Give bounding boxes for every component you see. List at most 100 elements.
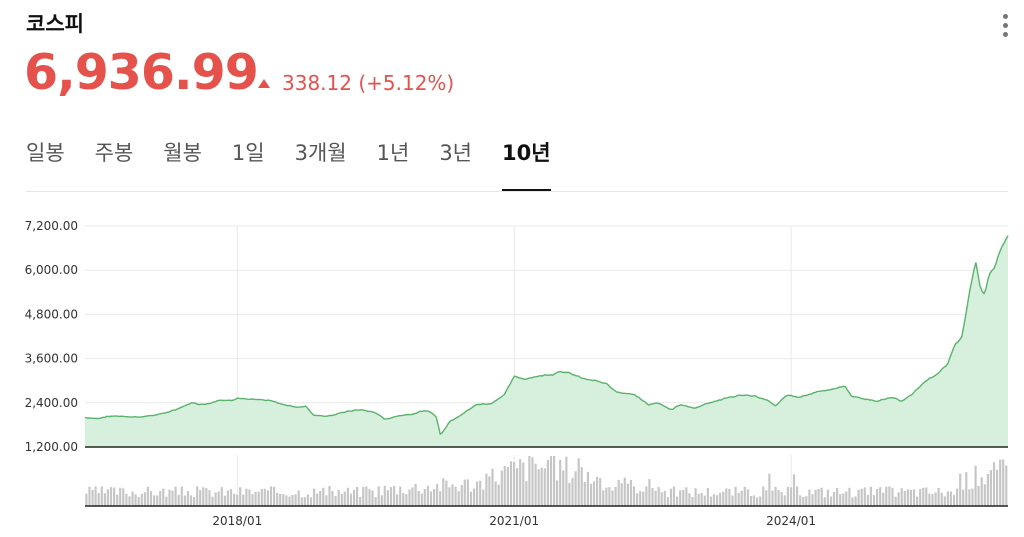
- volume-bar: [897, 492, 900, 506]
- volume-bar: [439, 491, 442, 506]
- volume-bar: [374, 497, 377, 506]
- volume-bar: [279, 493, 282, 506]
- volume-bar: [762, 486, 765, 506]
- volume-bar: [543, 468, 546, 506]
- volume-bar: [337, 490, 340, 506]
- volume-bar: [340, 494, 343, 506]
- tab-2[interactable]: 월봉: [163, 141, 202, 165]
- volume-bar: [605, 487, 608, 506]
- volume-bar: [820, 487, 823, 506]
- volume-bar: [869, 486, 872, 506]
- volume-bar: [482, 489, 485, 506]
- volume-bar: [719, 492, 722, 506]
- more-vertical-icon[interactable]: [1000, 14, 1010, 40]
- volume-bar: [956, 488, 959, 506]
- volume-bar: [623, 477, 626, 506]
- volume-bar: [180, 486, 183, 506]
- y-tick-label: 6,000.00: [25, 263, 78, 277]
- volume-bar: [626, 483, 629, 506]
- price-change-value: 338.12 (+5.12%): [282, 71, 455, 95]
- y-tick-label: 4,800.00: [25, 307, 78, 321]
- volume-bar: [368, 489, 371, 506]
- volume-bar: [654, 490, 657, 506]
- y-tick-label: 2,400.00: [25, 396, 78, 410]
- volume-bar: [903, 491, 906, 506]
- volume-bar: [863, 487, 866, 506]
- volume-bar: [405, 494, 408, 506]
- tab-6[interactable]: 3년: [439, 141, 472, 165]
- volume-bar: [251, 494, 254, 506]
- volume-bar: [236, 494, 239, 506]
- volume-bar: [189, 495, 193, 506]
- volume-bar: [636, 493, 639, 506]
- volume-bar: [614, 487, 617, 506]
- volume-bar: [565, 456, 568, 506]
- volume-bar: [971, 488, 974, 506]
- volume-bar: [602, 490, 605, 506]
- tab-4[interactable]: 3개월: [294, 141, 347, 165]
- volume-bar: [137, 497, 140, 506]
- volume-bar: [451, 484, 454, 506]
- volume-bar: [685, 487, 688, 506]
- volume-bar: [242, 494, 245, 506]
- volume-bar: [396, 494, 399, 506]
- volume-bar: [589, 483, 593, 506]
- volume-bar: [919, 489, 922, 506]
- volume-bar: [140, 493, 143, 506]
- volume-bar: [91, 489, 94, 506]
- volume-bar: [208, 490, 211, 506]
- volume-bar: [756, 497, 759, 506]
- volume-bar: [116, 494, 119, 506]
- volume-bar: [559, 459, 562, 506]
- volume-bar: [300, 497, 303, 506]
- volume-bar: [549, 456, 553, 506]
- volume-bar: [999, 459, 1002, 506]
- volume-bar: [353, 489, 356, 506]
- volume-bar: [233, 493, 236, 506]
- volume-bar: [423, 489, 426, 506]
- price-change: 338.12 (+5.12%): [258, 71, 454, 95]
- volume-bar: [568, 482, 571, 506]
- volume-bar: [792, 474, 796, 506]
- volume-bar: [749, 496, 753, 506]
- volume-bar: [94, 486, 97, 506]
- volume-bar: [537, 469, 540, 506]
- volume-bar: [411, 487, 414, 506]
- volume-bar: [220, 487, 223, 506]
- tab-5[interactable]: 1년: [376, 141, 410, 165]
- tab-7[interactable]: 10년: [502, 137, 551, 191]
- tab-3[interactable]: 1일: [231, 141, 265, 165]
- volume-bar: [851, 497, 854, 506]
- volume-bar: [1002, 459, 1005, 506]
- volume-bar: [248, 489, 251, 506]
- volume-bar: [712, 494, 716, 506]
- volume-bar: [522, 462, 525, 506]
- volume-bar: [377, 486, 380, 506]
- volume-bar: [556, 480, 559, 506]
- tab-1[interactable]: 주봉: [94, 141, 134, 165]
- volume-bar: [759, 496, 762, 506]
- volume-bar: [266, 490, 269, 506]
- volume-bar: [709, 496, 713, 506]
- volume-bar: [528, 456, 531, 506]
- volume-bar: [682, 489, 685, 506]
- volume-bar: [832, 492, 836, 506]
- price-line: [84, 235, 1009, 436]
- volume-bar: [592, 481, 596, 506]
- volume-bar: [408, 489, 411, 506]
- volume-bar: [448, 487, 451, 506]
- volume-bar: [454, 486, 457, 506]
- volume-bar: [728, 489, 731, 506]
- volume-bar: [476, 481, 479, 506]
- volume-bar: [389, 487, 393, 506]
- volume-bar: [531, 457, 534, 506]
- volume-bar: [669, 488, 673, 506]
- volume-bar: [553, 456, 556, 506]
- volume-bar: [540, 467, 543, 506]
- volume-bar: [153, 495, 156, 506]
- tab-0[interactable]: 일봉: [26, 141, 65, 165]
- volume-bar: [811, 494, 814, 506]
- volume-bar: [872, 495, 876, 506]
- volume-bar: [479, 480, 482, 506]
- volume-bar: [226, 490, 229, 506]
